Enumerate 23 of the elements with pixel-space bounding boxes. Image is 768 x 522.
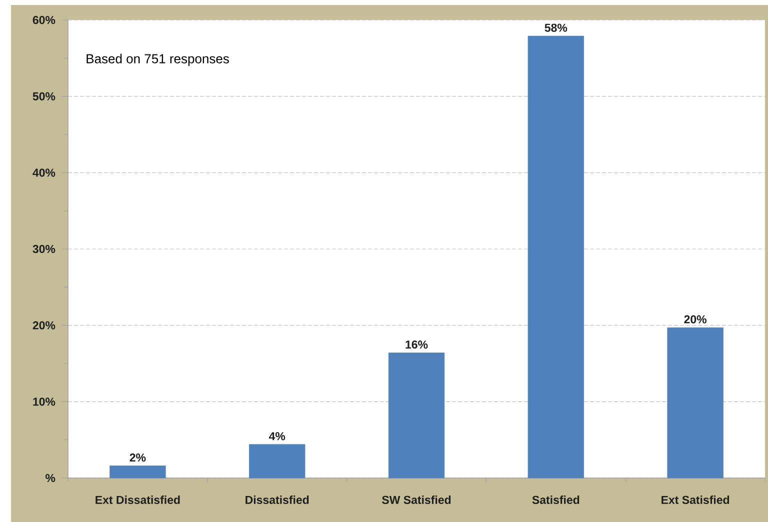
data-label: 20% (684, 315, 706, 324)
y-tick-label: 20% (32, 321, 56, 330)
bar (249, 444, 306, 478)
bar (528, 36, 584, 478)
y-tick-label: 10% (33, 398, 56, 406)
bar (110, 466, 166, 478)
y-tick-label: 50% (32, 92, 56, 100)
y-tick-label: 60% (32, 16, 56, 24)
x-tick-label: Satisfied (532, 496, 580, 504)
y-tick-label: 30% (32, 244, 56, 254)
bar (388, 352, 445, 478)
data-label: 2% (130, 453, 146, 462)
x-tick-label: Ext Dissatisfied (96, 496, 180, 504)
y-tick-label: 40% (32, 168, 56, 177)
x-tick-label: Dissatisfied (246, 496, 309, 504)
y-tick-label: % (46, 474, 56, 482)
data-label: 58% (544, 24, 568, 32)
x-tick-label: SW Satisfied (382, 496, 451, 504)
data-label: 4% (268, 432, 286, 440)
annotation: Based on 751 responses (86, 54, 229, 66)
bar (667, 327, 724, 478)
x-tick-label: Ext Satisfied (662, 496, 730, 504)
data-label: 16% (406, 340, 428, 349)
